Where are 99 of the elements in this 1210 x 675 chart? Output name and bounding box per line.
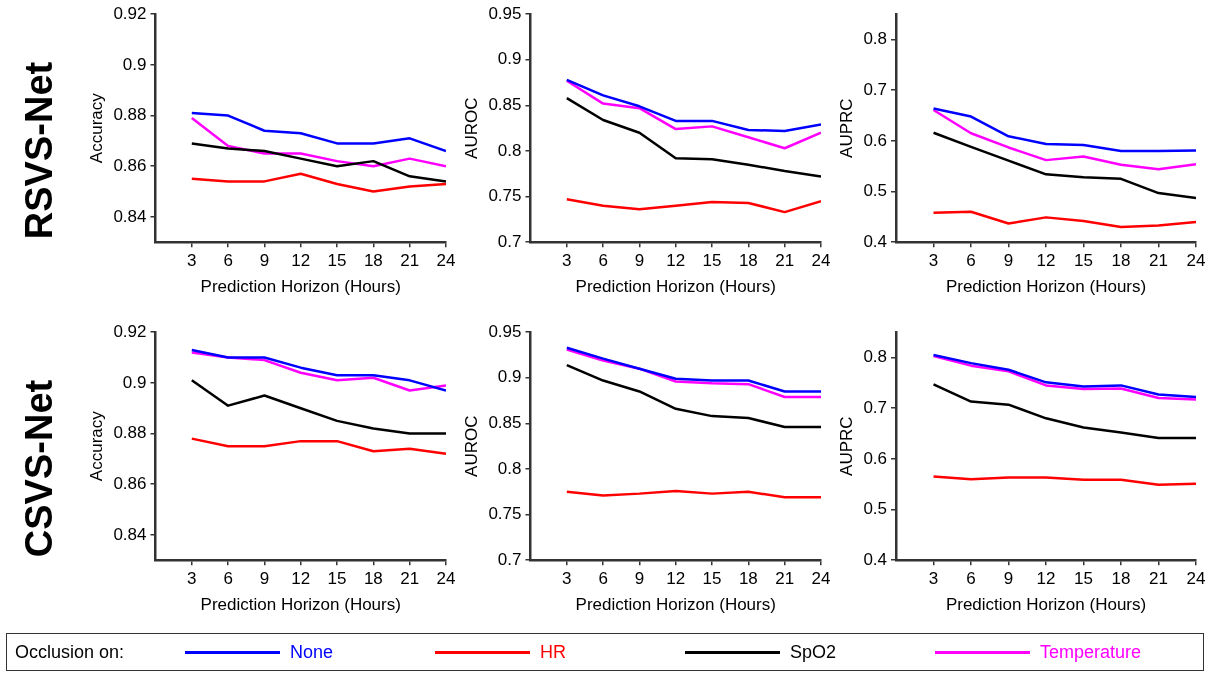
y-tick-label: 0.95 <box>488 321 522 341</box>
y-axis-title: AUPRC <box>836 98 856 158</box>
y-tick-label: 0.75 <box>488 186 522 206</box>
y-tick-label: 0.86 <box>113 473 147 493</box>
x-tick-label: 6 <box>598 251 608 271</box>
x-tick-label: 21 <box>1149 569 1168 589</box>
y-tick-label: 0.9 <box>122 372 147 392</box>
x-tick-label: 21 <box>400 251 420 271</box>
x-axis-title: Prediction Horizon (Hours) <box>575 595 776 615</box>
x-tick-label: 3 <box>562 251 572 271</box>
x-tick-label: 15 <box>702 251 722 271</box>
x-tick-label: 6 <box>223 251 233 271</box>
y-tick-label: 0.9 <box>497 49 522 69</box>
text: None <box>290 641 334 663</box>
text: SpO2 <box>790 641 837 663</box>
x-tick-label: 21 <box>775 569 795 589</box>
x-tick-label: 12 <box>1036 569 1056 589</box>
x-tick-label: 12 <box>291 569 311 589</box>
x-tick-label: 18 <box>738 251 758 271</box>
x-axis-title: Prediction Horizon (Hours) <box>200 277 401 297</box>
y-tick-label: 0.8 <box>497 140 522 160</box>
x-tick-label: 15 <box>1074 251 1093 271</box>
x-tick-label: 24 <box>811 251 831 271</box>
x-tick-label: 3 <box>562 569 572 589</box>
x-tick-label: 15 <box>327 569 347 589</box>
x-tick-label: 6 <box>223 569 233 589</box>
x-axis-title: Prediction Horizon (Hours) <box>575 277 776 297</box>
x-tick-label: 3 <box>928 569 939 589</box>
x-tick-label: 9 <box>634 251 645 271</box>
y-tick-label: 0.84 <box>113 524 147 544</box>
x-tick-label: 9 <box>259 569 270 589</box>
x-tick-label: 18 <box>1111 251 1131 271</box>
y-tick-label: 0.5 <box>863 181 888 201</box>
x-tick-label: 6 <box>966 569 976 589</box>
y-tick-label: 0.5 <box>863 499 888 519</box>
y-tick-label: 0.4 <box>863 231 888 251</box>
y-tick-label: 0.86 <box>113 155 147 175</box>
y-axis-title: AUROC <box>461 415 481 477</box>
y-tick-label: 0.88 <box>113 105 147 125</box>
y-tick-label: 0.4 <box>863 549 888 569</box>
y-tick-label: 0.9 <box>497 367 522 387</box>
x-tick-label: 24 <box>1186 251 1206 271</box>
x-tick-label: 21 <box>1149 251 1168 271</box>
text: Temperature <box>1040 641 1142 663</box>
x-tick-label: 18 <box>363 569 383 589</box>
x-tick-label: 6 <box>598 569 608 589</box>
y-tick-label: 0.92 <box>113 3 147 23</box>
y-tick-label: 0.8 <box>863 347 888 367</box>
legend-title: Occlusion on: <box>14 641 126 663</box>
text: CSVS-Net <box>18 379 62 557</box>
x-tick-label: 3 <box>187 251 197 271</box>
x-tick-label: 18 <box>1111 569 1131 589</box>
y-tick-label: 0.7 <box>497 231 522 251</box>
x-tick-label: 6 <box>966 251 976 271</box>
x-axis-title: Prediction Horizon (Hours) <box>200 595 401 615</box>
y-tick-label: 0.6 <box>863 448 888 468</box>
x-tick-label: 9 <box>1003 569 1014 589</box>
y-tick-label: 0.8 <box>497 458 522 478</box>
x-tick-label: 15 <box>702 569 722 589</box>
x-tick-label: 9 <box>1003 251 1014 271</box>
x-tick-label: 15 <box>327 251 347 271</box>
y-tick-label: 0.95 <box>488 3 522 23</box>
x-tick-label: 12 <box>666 569 686 589</box>
y-tick-label: 0.85 <box>488 413 522 433</box>
x-tick-label: 21 <box>400 569 420 589</box>
y-axis-title: AUROC <box>461 97 481 159</box>
x-tick-label: 24 <box>811 569 831 589</box>
x-tick-label: 3 <box>928 251 939 271</box>
x-tick-label: 24 <box>436 251 456 271</box>
y-tick-label: 0.9 <box>122 54 147 74</box>
x-tick-label: 18 <box>363 251 383 271</box>
text: RSVS-Net <box>18 61 62 239</box>
y-axis-title: AUPRC <box>836 416 856 476</box>
y-axis-title: Accuracy <box>86 92 106 164</box>
x-tick-label: 15 <box>1074 569 1093 589</box>
y-tick-label: 0.84 <box>113 206 147 226</box>
x-tick-label: 24 <box>1186 569 1206 589</box>
x-tick-label: 21 <box>775 251 795 271</box>
x-tick-label: 24 <box>436 569 456 589</box>
y-tick-label: 0.7 <box>863 397 888 417</box>
x-tick-label: 12 <box>666 251 686 271</box>
x-tick-label: 18 <box>738 569 758 589</box>
y-tick-label: 0.8 <box>863 29 888 49</box>
x-tick-label: 3 <box>187 569 197 589</box>
x-tick-label: 12 <box>291 251 311 271</box>
x-axis-title: Prediction Horizon (Hours) <box>945 595 1147 615</box>
x-tick-label: 9 <box>634 569 645 589</box>
text: HR <box>540 641 566 663</box>
y-tick-label: 0.6 <box>863 130 888 150</box>
y-tick-label: 0.7 <box>863 79 888 99</box>
x-axis-title: Prediction Horizon (Hours) <box>945 277 1147 297</box>
y-tick-label: 0.7 <box>497 549 522 569</box>
x-tick-label: 9 <box>259 251 270 271</box>
y-tick-label: 0.75 <box>488 504 522 524</box>
y-axis-title: Accuracy <box>86 410 106 482</box>
y-tick-label: 0.92 <box>113 321 147 341</box>
x-tick-label: 12 <box>1036 251 1056 271</box>
y-tick-label: 0.85 <box>488 95 522 115</box>
y-tick-label: 0.88 <box>113 423 147 443</box>
